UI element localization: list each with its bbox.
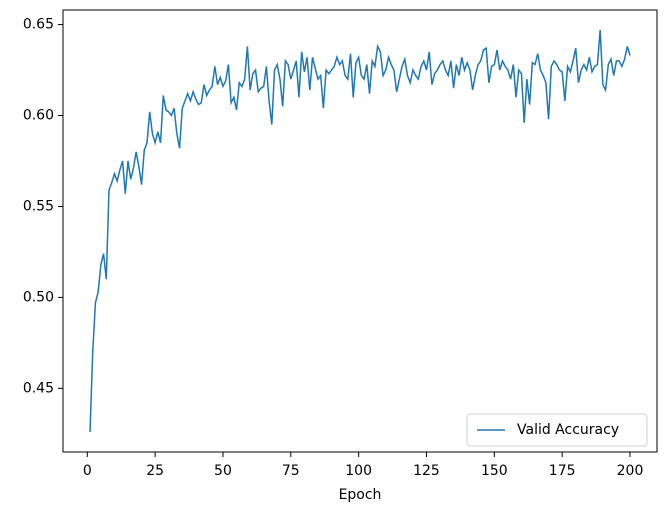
x-tick-label: 150: [481, 463, 508, 479]
x-tick-label: 100: [345, 463, 372, 479]
plot-frame: [62, 9, 658, 453]
x-tick-label: 125: [413, 463, 440, 479]
x-tick-label: 25: [146, 463, 164, 479]
x-tick-label: 75: [282, 463, 300, 479]
x-axis-label: Epoch: [339, 487, 382, 503]
x-tick-label: 0: [83, 463, 92, 479]
data-line: [89, 29, 631, 433]
y-tick-label: 0.45: [23, 380, 54, 396]
y-tick-label: 0.55: [23, 198, 54, 214]
y-tick-label: 0.65: [23, 17, 54, 33]
y-tick-label: 0.50: [23, 289, 54, 305]
legend-label: Valid Accuracy: [517, 422, 619, 438]
y-tick-label: 0.60: [23, 107, 54, 123]
x-tick-label: 50: [214, 463, 232, 479]
x-tick-label: 200: [617, 463, 644, 479]
x-tick-label: 175: [549, 463, 576, 479]
legend-box: [466, 413, 648, 447]
